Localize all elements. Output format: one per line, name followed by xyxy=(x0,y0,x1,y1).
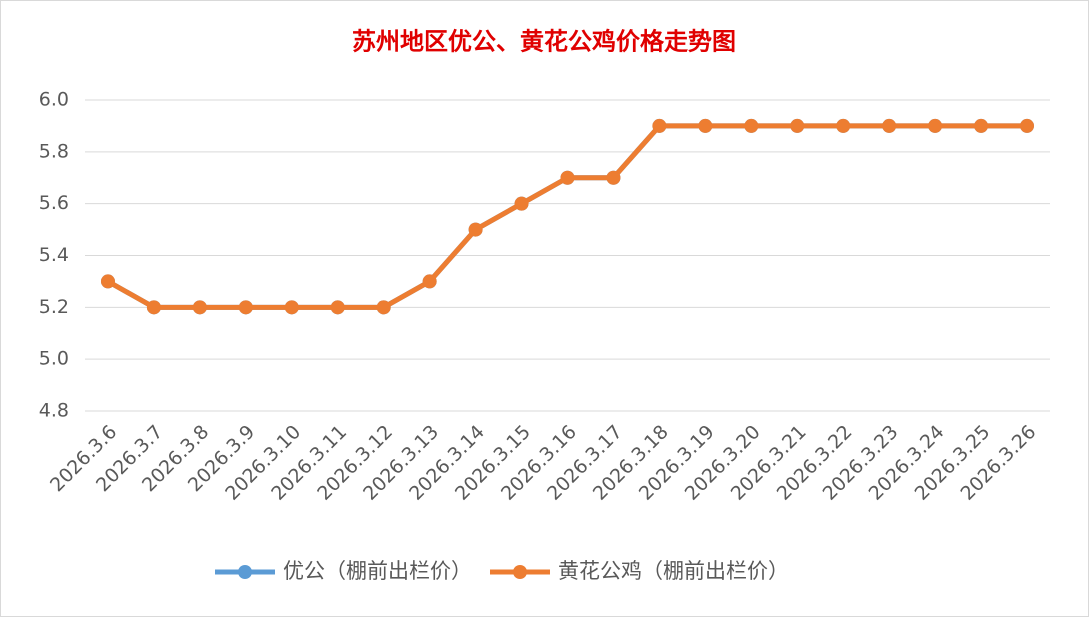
legend-label: 黄花公鸡（棚前出栏价） xyxy=(558,559,789,583)
data-point xyxy=(192,300,207,315)
data-point xyxy=(790,118,805,133)
y-tick-label: 5.4 xyxy=(39,244,69,266)
data-point xyxy=(330,300,345,315)
y-tick-label: 6.0 xyxy=(39,89,69,111)
data-point xyxy=(468,222,483,237)
data-point xyxy=(100,274,115,289)
data-point xyxy=(974,118,989,133)
data-point xyxy=(744,118,759,133)
y-tick-label: 5.6 xyxy=(39,192,69,214)
y-tick-label: 5.0 xyxy=(39,348,69,370)
data-point xyxy=(238,300,253,315)
data-point xyxy=(928,118,943,133)
data-point xyxy=(1020,118,1035,133)
data-point xyxy=(514,196,529,211)
data-point xyxy=(422,274,437,289)
data-point xyxy=(698,118,713,133)
data-point xyxy=(284,300,299,315)
data-point xyxy=(836,118,851,133)
y-tick-label: 5.8 xyxy=(39,140,69,162)
data-point xyxy=(376,300,391,315)
chart-title: 苏州地区优公、黄花公鸡价格走势图 xyxy=(352,27,736,56)
legend-label: 优公（棚前出栏价） xyxy=(283,559,472,583)
data-point xyxy=(146,300,161,315)
y-tick-label: 4.8 xyxy=(39,400,69,422)
data-point xyxy=(882,118,897,133)
data-point xyxy=(606,170,621,185)
data-point xyxy=(652,118,667,133)
data-point xyxy=(560,170,575,185)
legend-marker xyxy=(238,565,252,579)
legend-marker xyxy=(513,565,527,579)
y-tick-label: 5.2 xyxy=(39,296,69,318)
